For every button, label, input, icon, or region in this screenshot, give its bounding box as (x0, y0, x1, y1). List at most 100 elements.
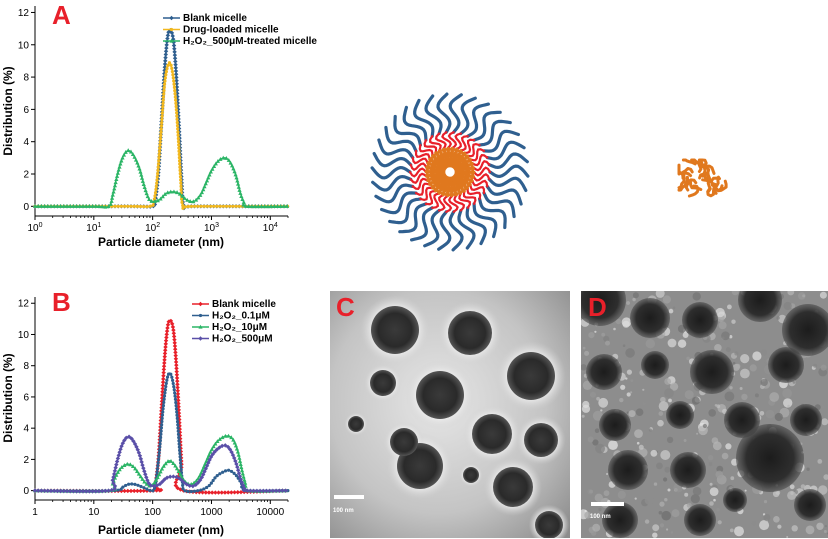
tem-d-aggregate (602, 502, 638, 538)
series-marker (206, 452, 212, 457)
series-marker (121, 152, 127, 157)
series-marker (191, 199, 196, 204)
series-marker (173, 88, 177, 93)
series-marker (174, 404, 178, 408)
series-marker (164, 42, 169, 48)
tem-d-texture-speck (648, 428, 653, 432)
series-marker (169, 63, 173, 67)
series-marker (176, 398, 181, 403)
series-marker (239, 194, 244, 198)
micelle-linker-chain (453, 194, 466, 212)
series-marker (116, 488, 120, 492)
tem-c-particle (507, 352, 555, 400)
series-marker (223, 443, 228, 448)
tem-d-texture-speck (581, 364, 587, 371)
x-tick-label: 100 (27, 222, 42, 234)
tem-d-texture-speck (658, 510, 663, 515)
series-marker (111, 474, 116, 480)
series-marker (178, 452, 184, 457)
tem-d-texture-speck (659, 523, 665, 528)
tem-d-texture-speck (782, 388, 792, 399)
tem-d-texture-speck (823, 530, 827, 533)
tem-d-texture-speck (718, 321, 727, 330)
tem-d-texture-speck (622, 344, 626, 348)
series-marker (162, 477, 167, 482)
series-marker (218, 472, 222, 476)
series-marker (155, 175, 159, 179)
series-marker (162, 92, 166, 96)
series-marker (203, 490, 208, 495)
series-marker (112, 468, 118, 474)
micelle-linker-chain (408, 167, 428, 178)
tem-d-texture-speck (662, 295, 672, 304)
series-marker (226, 158, 231, 162)
series-marker (237, 204, 242, 208)
series-marker (219, 490, 224, 495)
series-marker (111, 189, 116, 194)
series-marker (114, 177, 119, 181)
series-marker (77, 489, 82, 494)
micelle-core-chain (435, 176, 449, 195)
series-marker (74, 489, 79, 494)
tem-d-texture-speck (625, 348, 635, 358)
series-marker (159, 130, 163, 134)
series-marker (179, 184, 183, 188)
series-marker (210, 452, 215, 457)
series-marker (189, 204, 194, 208)
series-marker (173, 95, 177, 99)
tem-c-particle (348, 416, 364, 432)
series-marker (173, 397, 178, 401)
tem-d-texture-speck (632, 297, 636, 302)
series-marker (165, 33, 171, 38)
micelle-core-chain (452, 175, 466, 194)
series-marker (197, 477, 203, 483)
series-marker (189, 489, 193, 494)
series-marker (171, 331, 177, 336)
series-marker (90, 489, 95, 494)
series-marker (205, 485, 209, 490)
series-marker (45, 204, 50, 208)
series-marker (186, 204, 190, 209)
micelle-shell-chain (478, 119, 512, 147)
series-marker (160, 479, 165, 485)
micelle-shell-chain (448, 210, 464, 252)
series-marker (135, 160, 140, 165)
series-marker (173, 483, 178, 488)
tem-d-texture-speck (664, 466, 671, 473)
series-marker (233, 172, 238, 177)
series-marker (173, 356, 179, 361)
series-marker (158, 487, 164, 493)
series-marker (176, 469, 181, 474)
series-marker (161, 105, 165, 109)
tem-d-texture-speck (630, 379, 634, 382)
series-marker (174, 372, 180, 377)
series-marker (156, 458, 161, 462)
series-marker (162, 68, 167, 73)
series-marker (272, 204, 277, 209)
series-marker (138, 456, 144, 462)
micelle-core-chain (454, 169, 475, 182)
series-marker (178, 451, 182, 456)
tem-d-texture-speck (664, 378, 672, 385)
series-marker (119, 487, 123, 491)
tem-d-texture-speck (670, 531, 674, 534)
tem-d-texture-speck (727, 304, 732, 310)
tem-d-texture-speck (590, 391, 596, 398)
tem-d-aggregate (768, 347, 804, 383)
series-marker (178, 455, 182, 459)
series-marker (209, 204, 213, 208)
series-marker (158, 469, 163, 474)
tem-d-texture-speck (686, 356, 690, 361)
tem-d-texture-speck (772, 490, 780, 498)
series-marker (159, 435, 163, 440)
tem-d-texture-speck (744, 489, 747, 492)
series-marker (265, 204, 270, 209)
series-marker (219, 443, 225, 449)
micelle-shell-chain (377, 138, 415, 160)
series-marker (236, 471, 242, 476)
series-marker (160, 416, 164, 420)
series-marker (126, 434, 132, 439)
tem-d-texture-speck (749, 364, 757, 372)
series-marker (157, 451, 161, 456)
micelle-core-chain (453, 154, 471, 170)
